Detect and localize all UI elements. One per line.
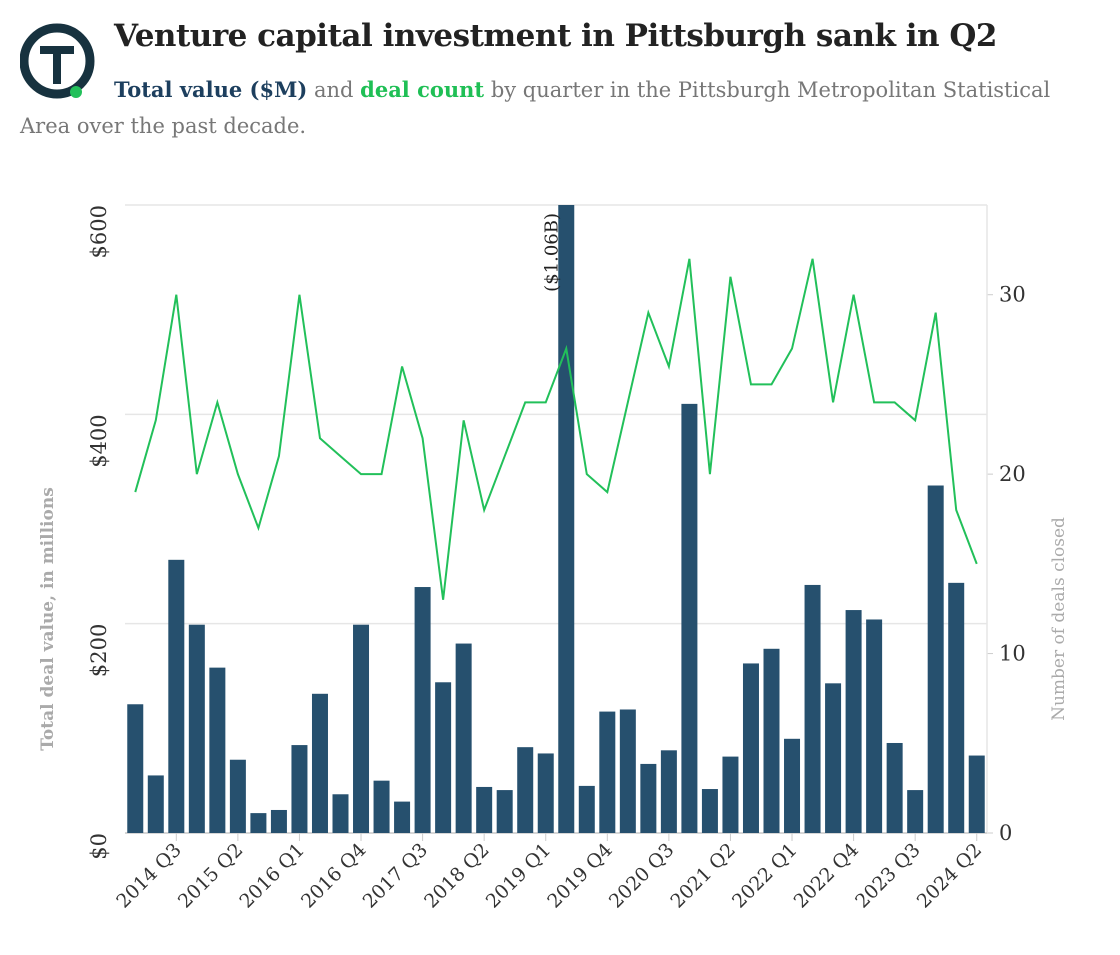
x-tick-label: 2014 Q3 (112, 839, 186, 913)
y2-tick-label: 10 (999, 642, 1026, 666)
x-tick-label: 2023 Q3 (851, 839, 925, 913)
x-tick-label: 2019 Q1 (482, 839, 556, 913)
x-tick-label: 2018 Q2 (420, 839, 494, 913)
bar (414, 587, 431, 833)
bar (517, 747, 534, 833)
chart-title: Venture capital investment in Pittsburgh… (114, 18, 997, 54)
x-tick-label: 2016 Q4 (297, 839, 371, 913)
plot-area (127, 205, 985, 833)
bar (763, 648, 780, 833)
bar (722, 756, 739, 833)
bar (660, 750, 677, 833)
y-axis-title: Total deal value, in millions (38, 487, 58, 751)
bar (496, 790, 513, 833)
y-tick-label: $600 (87, 205, 111, 258)
bar (147, 775, 164, 833)
bar (332, 794, 349, 833)
bar (373, 780, 390, 833)
bar (455, 643, 472, 833)
x-tick-label: 2021 Q2 (666, 839, 740, 913)
y2-tick-label: 30 (999, 283, 1026, 307)
subtitle-text: by quarter in the Pittsburgh Metropolita… (20, 78, 1051, 138)
bar (435, 682, 452, 833)
bar (927, 485, 944, 833)
bar (886, 742, 903, 833)
x-tick-label: 2022 Q4 (790, 839, 864, 913)
y-tick-label: $400 (87, 414, 111, 467)
bar (537, 753, 554, 833)
bar (825, 683, 842, 833)
y2-tick-label: 0 (999, 821, 1012, 845)
subtitle: Total value ($M) and deal count by quart… (20, 72, 1070, 144)
bar (558, 205, 575, 833)
bar-annotation: ($1.06B) (541, 213, 562, 292)
line (134, 258, 978, 600)
bar (599, 711, 616, 833)
legend-bar: Total value ($M) (114, 77, 308, 102)
subtitle-text: and (313, 78, 354, 102)
x-tick-label: 2019 Q4 (543, 839, 617, 913)
y-tick-label: $0 (87, 833, 111, 860)
bar (640, 763, 657, 833)
bar (619, 709, 636, 833)
bar (209, 667, 226, 833)
bar (250, 813, 267, 833)
x-tick-label: 2017 Q3 (359, 839, 433, 913)
y2-tick-label: 20 (999, 462, 1026, 486)
x-tick-label: 2015 Q2 (174, 839, 248, 913)
bar (804, 584, 821, 833)
x-tick-label: 2024 Q2 (913, 839, 987, 913)
bar (168, 559, 185, 833)
bar (127, 704, 144, 833)
bar (578, 785, 595, 833)
x-tick-label: 2016 Q1 (235, 839, 309, 913)
logo (20, 23, 95, 99)
bar (784, 738, 801, 833)
bar (291, 745, 308, 833)
bar (681, 403, 698, 833)
bar (968, 755, 985, 833)
bar (476, 786, 493, 833)
bar (907, 790, 924, 833)
bar (701, 789, 718, 833)
bar (394, 801, 411, 833)
x-tick-label: 2020 Q3 (605, 839, 679, 913)
y2-axis-title: Number of deals closed (1049, 517, 1069, 721)
bar (845, 610, 862, 833)
bar (229, 759, 246, 833)
bar (948, 582, 965, 833)
bar (188, 624, 205, 833)
bar (311, 693, 328, 833)
bar (353, 624, 370, 833)
bar (742, 663, 759, 833)
y-tick-label: $200 (87, 624, 111, 677)
x-tick-label: 2022 Q1 (728, 839, 802, 913)
bar (270, 809, 287, 833)
legend-line: deal count (360, 77, 485, 102)
bar (866, 619, 883, 833)
